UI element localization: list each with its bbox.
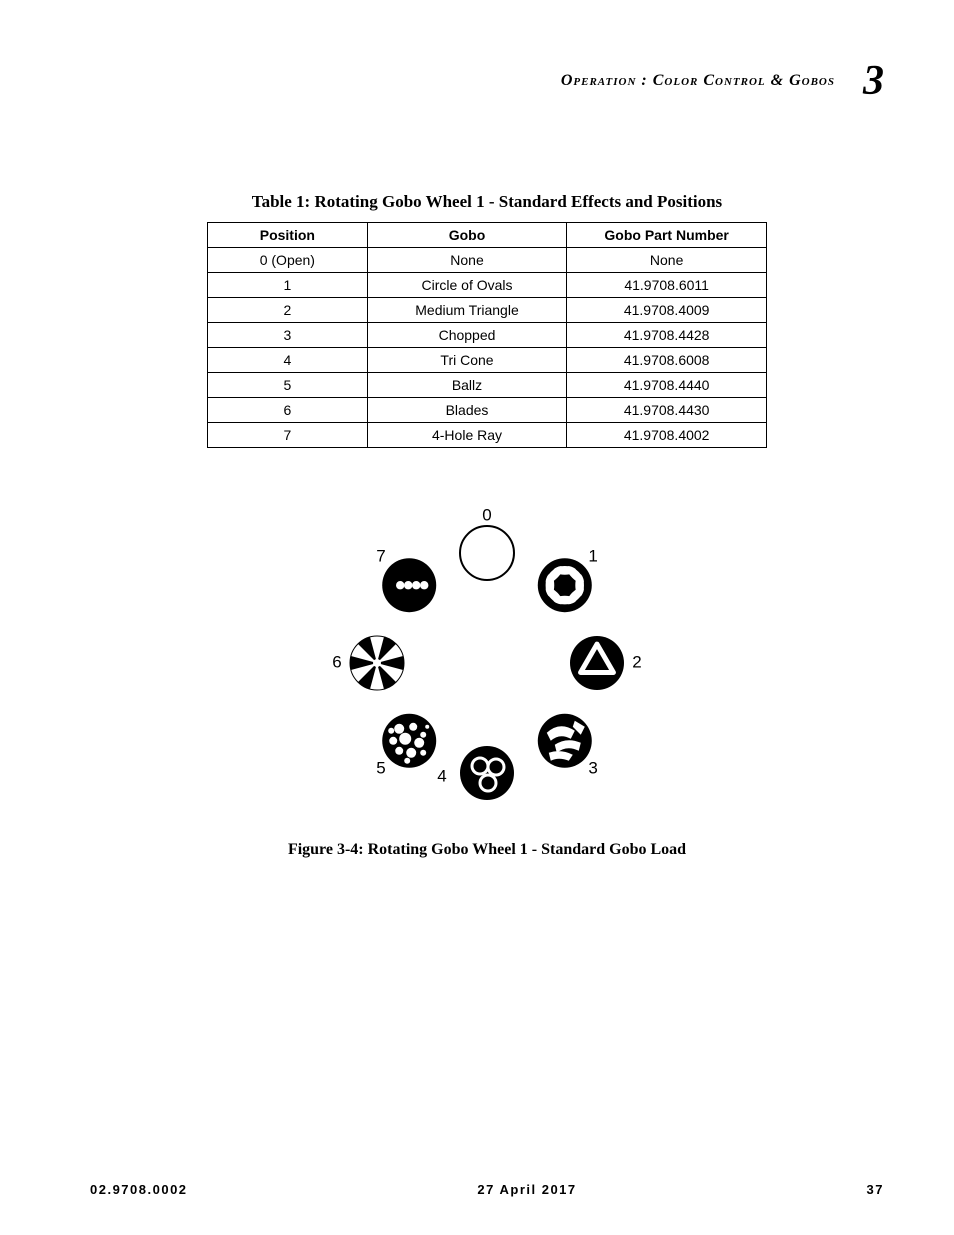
table-cell: Ballz (367, 373, 567, 398)
table-row: 2Medium Triangle41.9708.4009 (208, 298, 767, 323)
table-cell: None (367, 248, 567, 273)
svg-text:7: 7 (376, 546, 385, 565)
page-header: Operation : Color Control & Gobos 3 (90, 60, 884, 102)
table-row: 5Ballz41.9708.4440 (208, 373, 767, 398)
table-cell: Tri Cone (367, 348, 567, 373)
footer-date: 27 April 2017 (477, 1182, 576, 1197)
svg-text:1: 1 (588, 546, 597, 565)
table-row: 74-Hole Ray41.9708.4002 (208, 423, 767, 448)
chapter-number: 3 (863, 60, 884, 102)
doc-number: 02.9708.0002 (90, 1182, 188, 1197)
section-label: Operation : Color Control & Gobos (561, 72, 835, 90)
svg-text:2: 2 (632, 652, 641, 671)
table-row: 1Circle of Ovals41.9708.6011 (208, 273, 767, 298)
table-cell: 41.9708.4440 (567, 373, 767, 398)
figure-caption: Figure 3-4: Rotating Gobo Wheel 1 - Stan… (90, 841, 884, 859)
svg-text:6: 6 (332, 652, 341, 671)
svg-text:5: 5 (376, 759, 385, 778)
table-cell: 41.9708.6011 (567, 273, 767, 298)
table-title: Table 1: Rotating Gobo Wheel 1 - Standar… (90, 192, 884, 212)
table-row: 4Tri Cone41.9708.6008 (208, 348, 767, 373)
svg-text:3: 3 (588, 759, 597, 778)
table-cell: 41.9708.4009 (567, 298, 767, 323)
table-cell: 41.9708.4428 (567, 323, 767, 348)
svg-text:4: 4 (437, 766, 446, 785)
page-footer: 02.9708.0002 27 April 2017 37 (90, 1182, 884, 1197)
table-cell: 41.9708.6008 (567, 348, 767, 373)
table-row: 6Blades41.9708.4430 (208, 398, 767, 423)
table-cell: 5 (208, 373, 368, 398)
table-cell: Circle of Ovals (367, 273, 567, 298)
gobo-table: Position Gobo Gobo Part Number 0 (Open)N… (207, 222, 767, 448)
table-cell: 41.9708.4002 (567, 423, 767, 448)
table-cell: 3 (208, 323, 368, 348)
table-cell: 1 (208, 273, 368, 298)
svg-text:0: 0 (482, 505, 491, 524)
table-row: 0 (Open)NoneNone (208, 248, 767, 273)
table-cell: None (567, 248, 767, 273)
table-row: 3Chopped41.9708.4428 (208, 323, 767, 348)
page: Operation : Color Control & Gobos 3 Tabl… (0, 0, 954, 1235)
table-cell: Medium Triangle (367, 298, 567, 323)
col-part-number: Gobo Part Number (567, 223, 767, 248)
table-cell: 4-Hole Ray (367, 423, 567, 448)
table-cell: 0 (Open) (208, 248, 368, 273)
table-cell: 2 (208, 298, 368, 323)
table-cell: Blades (367, 398, 567, 423)
table-cell: 41.9708.4430 (567, 398, 767, 423)
gobo-wheel-diagram: 0 1 2 3 4 5 6 7 (327, 503, 647, 823)
col-gobo: Gobo (367, 223, 567, 248)
table-cell: Chopped (367, 323, 567, 348)
page-number: 37 (867, 1182, 884, 1197)
table-cell: 7 (208, 423, 368, 448)
table-cell: 6 (208, 398, 368, 423)
table-header-row: Position Gobo Gobo Part Number (208, 223, 767, 248)
table-body: 0 (Open)NoneNone1Circle of Ovals41.9708.… (208, 248, 767, 448)
col-position: Position (208, 223, 368, 248)
figure: 0 1 2 3 4 5 6 7 Figure 3-4: Rotating Gobo Wheel… (90, 503, 884, 859)
table-cell: 4 (208, 348, 368, 373)
